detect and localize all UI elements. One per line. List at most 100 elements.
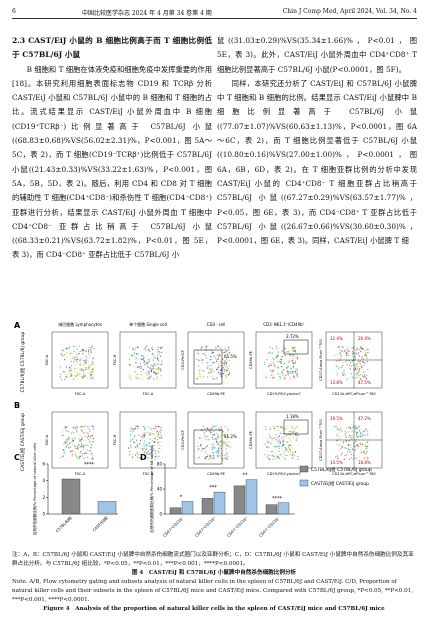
event-dot	[266, 446, 269, 448]
event-dot	[157, 346, 159, 348]
event-dot	[347, 444, 350, 447]
event-dot	[75, 359, 78, 361]
event-dot	[288, 448, 290, 450]
event-dot	[136, 439, 138, 441]
event-dot	[156, 368, 158, 370]
event-dot	[206, 361, 209, 364]
event-dot	[147, 453, 150, 455]
event-dot	[211, 368, 213, 370]
event-dot	[90, 444, 93, 446]
event-dot	[367, 457, 369, 459]
event-dot	[361, 433, 364, 435]
event-dot	[86, 452, 88, 454]
event-dot	[209, 455, 211, 458]
event-dot	[226, 356, 228, 358]
event-dot	[357, 365, 360, 368]
y-axis-label: CD27-Alexa Fluor™700	[319, 338, 323, 380]
event-dot	[222, 431, 224, 434]
bar	[201, 498, 214, 515]
event-dot	[358, 376, 361, 378]
event-dot	[75, 452, 77, 455]
event-dot	[83, 457, 85, 460]
event-dot	[129, 375, 132, 377]
event-dot	[148, 452, 151, 455]
y-axis-label: FSC-H	[113, 434, 117, 445]
event-dot	[130, 446, 132, 448]
y-tick-label: 6	[42, 462, 45, 467]
event-dot	[229, 351, 231, 354]
event-dot	[366, 448, 368, 450]
event-dot	[296, 426, 298, 428]
event-dot	[342, 441, 345, 443]
event-dot	[272, 437, 275, 439]
quadrant-value: 26.4%	[358, 336, 371, 341]
event-dot	[212, 454, 215, 456]
event-dot	[356, 362, 358, 365]
event-dot	[292, 432, 295, 434]
event-dot	[65, 347, 68, 349]
event-dot	[87, 426, 89, 428]
event-dot	[199, 375, 201, 377]
event-dot	[214, 357, 217, 359]
event-dot	[356, 444, 358, 446]
event-dot	[136, 452, 138, 454]
event-dot	[358, 348, 361, 351]
event-dot	[273, 359, 275, 361]
event-dot	[352, 353, 354, 355]
event-dot	[153, 445, 155, 447]
event-dot	[363, 450, 366, 452]
event-dot	[345, 447, 347, 449]
event-dot	[91, 452, 93, 454]
event-dot	[288, 437, 290, 439]
event-dot	[151, 358, 153, 361]
event-dot	[223, 363, 226, 365]
quadrant-value: 14.5%	[330, 460, 343, 465]
event-dot	[69, 369, 71, 371]
event-dot	[81, 429, 83, 432]
event-dot	[69, 353, 71, 355]
event-dot	[155, 452, 157, 455]
event-dot	[216, 436, 219, 439]
event-dot	[359, 368, 361, 370]
event-dot	[146, 453, 148, 455]
event-dot	[293, 365, 295, 367]
event-dot	[344, 430, 346, 432]
event-dot	[367, 352, 369, 354]
event-dot	[137, 427, 139, 430]
event-dot	[138, 365, 141, 368]
event-dot	[335, 435, 338, 437]
event-dot	[90, 364, 92, 366]
event-dot	[79, 433, 81, 436]
event-dot	[196, 378, 198, 380]
event-dot	[273, 368, 275, 371]
event-dot	[144, 349, 147, 352]
event-dot	[154, 458, 156, 461]
note-cn: 注：A，B：C57BL/6J 小鼠和 CAST/EiJ 小鼠脾中自然杀伤细胞流式…	[12, 552, 414, 567]
event-dot	[218, 447, 220, 449]
event-dot	[60, 456, 62, 459]
event-dot	[77, 458, 79, 460]
event-dot	[74, 445, 76, 447]
event-dot	[350, 453, 353, 455]
event-dot	[278, 447, 280, 450]
event-dot	[135, 357, 138, 360]
event-dot	[160, 434, 163, 437]
event-dot	[131, 439, 134, 441]
quadrant-value: 47.5%	[358, 380, 371, 385]
event-dot	[84, 452, 87, 454]
quadrant-value: 13.8%	[330, 380, 343, 385]
event-dot	[143, 348, 145, 350]
event-dot	[225, 448, 227, 450]
page-number: 6	[12, 8, 16, 15]
event-dot	[70, 352, 73, 355]
event-dot	[63, 443, 65, 445]
event-dot	[341, 372, 343, 374]
event-dot	[355, 433, 358, 435]
event-dot	[362, 358, 365, 360]
event-dot	[334, 354, 336, 357]
event-dot	[198, 369, 201, 372]
event-dot	[215, 378, 217, 381]
event-dot	[266, 358, 268, 361]
event-dot	[139, 440, 142, 442]
